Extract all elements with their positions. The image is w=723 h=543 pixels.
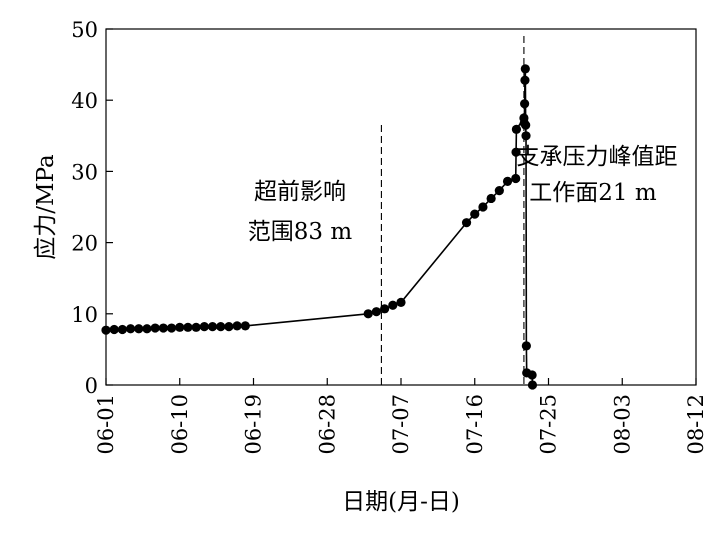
data-point-5 (142, 324, 152, 334)
data-point-34 (520, 99, 530, 109)
data-point-22 (396, 297, 406, 308)
data-point-18 (363, 309, 373, 319)
data-point-31 (511, 124, 522, 134)
data-point-25 (478, 202, 488, 212)
data-point-35 (520, 75, 530, 85)
data-point-30 (511, 147, 521, 157)
x-axis: 06-01 06-10 06-19 06-28 07-07 07-16 07-25 08-03… (94, 378, 708, 455)
y-axis-title: 应力/MPa (33, 154, 59, 260)
x-tick-label-5: 07-16 (463, 394, 487, 455)
data-point-8 (166, 323, 177, 333)
data-point-17 (240, 321, 250, 331)
data-point-10 (183, 322, 193, 332)
data-point-39 (521, 341, 531, 351)
data-point-6 (150, 323, 160, 333)
data-point-7 (158, 323, 168, 333)
x-tick-label-6: 07-25 (537, 394, 561, 455)
data-point-41 (527, 370, 537, 380)
data-point-0 (101, 325, 111, 335)
data-point-13 (207, 322, 218, 332)
data-point-4 (134, 324, 144, 334)
series-group (101, 64, 538, 390)
data-point-38 (521, 131, 531, 141)
x-tick-label-3: 06-28 (315, 394, 339, 455)
data-point-26 (486, 193, 496, 204)
y-tick-label-3: 30 (71, 160, 98, 184)
data-point-37 (521, 120, 531, 130)
data-point-36 (520, 64, 530, 74)
data-point-3 (125, 324, 136, 334)
data-point-2 (117, 324, 127, 335)
data-point-42 (527, 380, 538, 390)
data-point-23 (461, 218, 472, 228)
x-tick-label-2: 06-19 (242, 394, 266, 455)
y-tick-label-0: 0 (85, 374, 98, 398)
data-point-24 (470, 209, 480, 219)
x-axis-title: 日期(月-日) (342, 489, 460, 515)
data-point-14 (216, 322, 226, 332)
data-point-1 (109, 324, 119, 335)
y-tick-label-2: 20 (71, 232, 98, 256)
data-point-16 (232, 321, 242, 331)
data-point-9 (175, 322, 185, 332)
annotation-lead-range-line2: 范围83 m (248, 219, 353, 245)
x-tick-label-4: 07-07 (389, 394, 413, 455)
data-point-19 (371, 307, 382, 317)
x-tick-label-7: 08-03 (610, 394, 634, 455)
x-tick-label-0: 06-01 (94, 394, 118, 455)
data-point-29 (511, 173, 521, 184)
y-tick-label-1: 10 (71, 303, 98, 327)
data-point-12 (199, 322, 209, 332)
x-tick-label-8: 08-12 (684, 394, 708, 455)
y-axis: 0 10 20 30 40 50 (71, 18, 113, 398)
data-point-15 (224, 322, 234, 332)
data-point-28 (502, 176, 513, 186)
y-tick-label-5: 50 (71, 18, 98, 42)
annotation-lead-range-line1: 超前影响 (254, 179, 346, 205)
data-point-11 (191, 322, 201, 332)
x-tick-label-1: 06-10 (168, 394, 192, 455)
data-point-21 (388, 300, 398, 310)
annotation-peak-distance-line2: 工作面21 m (529, 180, 657, 206)
annotation-peak-distance-line1: 支承压力峰值距 (517, 144, 678, 170)
reference-lines (380, 36, 525, 385)
data-point-27 (494, 186, 504, 196)
data-point-20 (380, 304, 390, 314)
y-tick-label-4: 40 (71, 89, 98, 113)
